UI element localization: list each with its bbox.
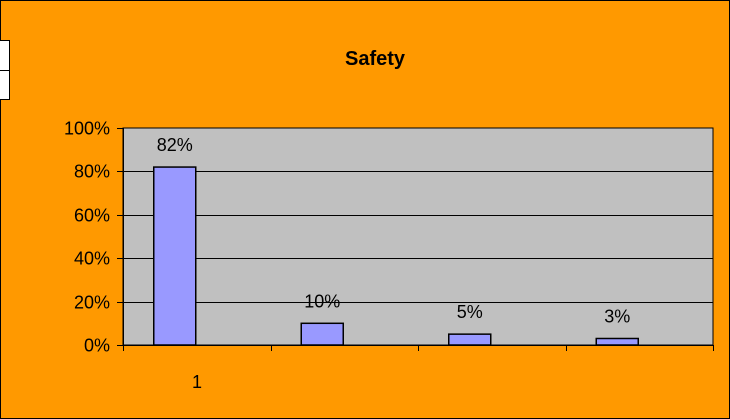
bar (153, 166, 197, 346)
data-label: 82% (157, 135, 193, 155)
bar (300, 322, 344, 346)
y-tick-label: 60% (74, 206, 110, 226)
data-label: 5% (457, 302, 483, 322)
y-tick-label: 100% (64, 119, 110, 139)
left-edge-fragment-line (0, 70, 10, 71)
x-category-label: 1 (192, 372, 202, 392)
data-label: 3% (604, 306, 630, 326)
y-tick-label: 20% (74, 293, 110, 313)
bar (448, 333, 492, 346)
y-tick-label: 40% (74, 249, 110, 269)
y-tick-label: 0% (84, 336, 110, 356)
y-tick-label: 80% (74, 162, 110, 182)
chart-title: Safety (345, 48, 406, 70)
bar (595, 337, 639, 346)
data-label: 10% (304, 291, 340, 311)
plot-area (122, 127, 714, 346)
